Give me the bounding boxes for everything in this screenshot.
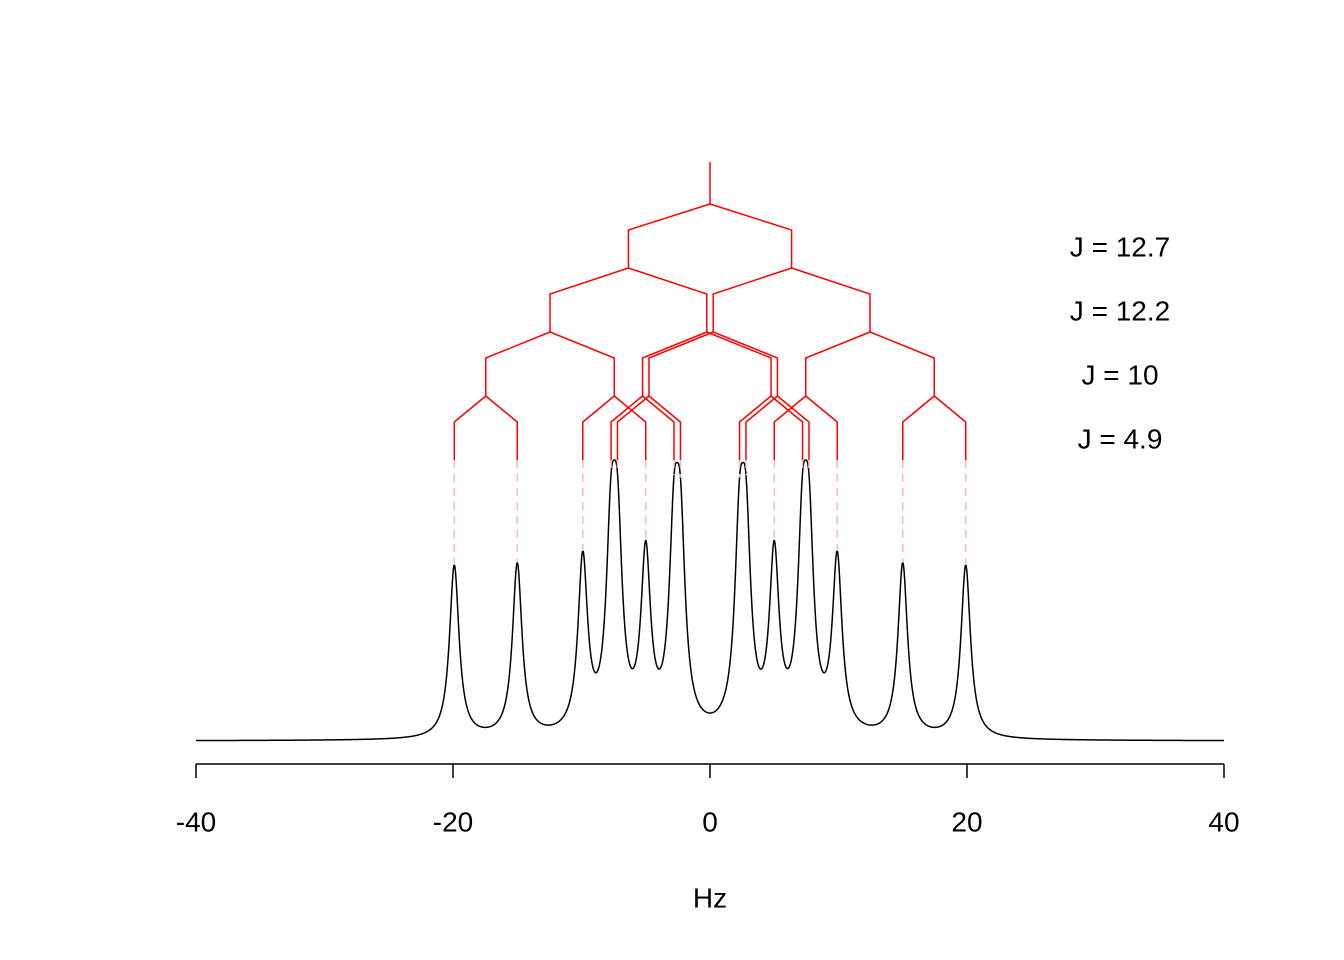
tree-branch (776, 395, 810, 460)
tree-branch (804, 331, 871, 396)
tree-branch (869, 331, 935, 396)
coupling-label: J = 4.9 (1078, 423, 1163, 454)
tree-branch (648, 395, 682, 460)
x-axis-label: Hz (693, 882, 727, 913)
tree-branch (485, 395, 518, 460)
tree-branch (648, 331, 714, 396)
tree-branch (628, 267, 708, 332)
tree-branch (549, 331, 616, 396)
tree-branch (712, 331, 779, 396)
tree-branch (641, 331, 708, 396)
tree-branch (902, 395, 935, 460)
tree-branch (485, 331, 551, 396)
tree-branch (770, 395, 804, 460)
tree-branch (642, 395, 675, 460)
x-tick-label: 0 (702, 806, 718, 837)
tree-branch (738, 395, 772, 460)
tree-branch (549, 267, 629, 332)
tree-branch (933, 395, 967, 460)
tree-branch (627, 203, 711, 268)
x-tick-label: -40 (176, 806, 216, 837)
tree-branch (616, 395, 650, 460)
coupling-label: J = 12.2 (1070, 295, 1170, 326)
tree-branch (613, 395, 647, 460)
tree-branch (706, 331, 772, 396)
coupling-label: J = 10 (1081, 359, 1158, 390)
tree-branch (582, 395, 615, 460)
tree-branch (712, 267, 792, 332)
tree-branch (773, 395, 807, 460)
x-tick-label: 20 (951, 806, 982, 837)
tree-branch (745, 395, 778, 460)
x-tick-label: -20 (433, 806, 473, 837)
tree-branch (453, 395, 487, 460)
x-tick-label: 40 (1208, 806, 1239, 837)
tree-branch (791, 267, 871, 332)
tree-branch (610, 395, 644, 460)
coupling-label: J = 12.7 (1070, 231, 1170, 262)
tree-branch (805, 395, 838, 460)
tree-branch (709, 203, 793, 268)
spectrum-line (196, 459, 1224, 742)
